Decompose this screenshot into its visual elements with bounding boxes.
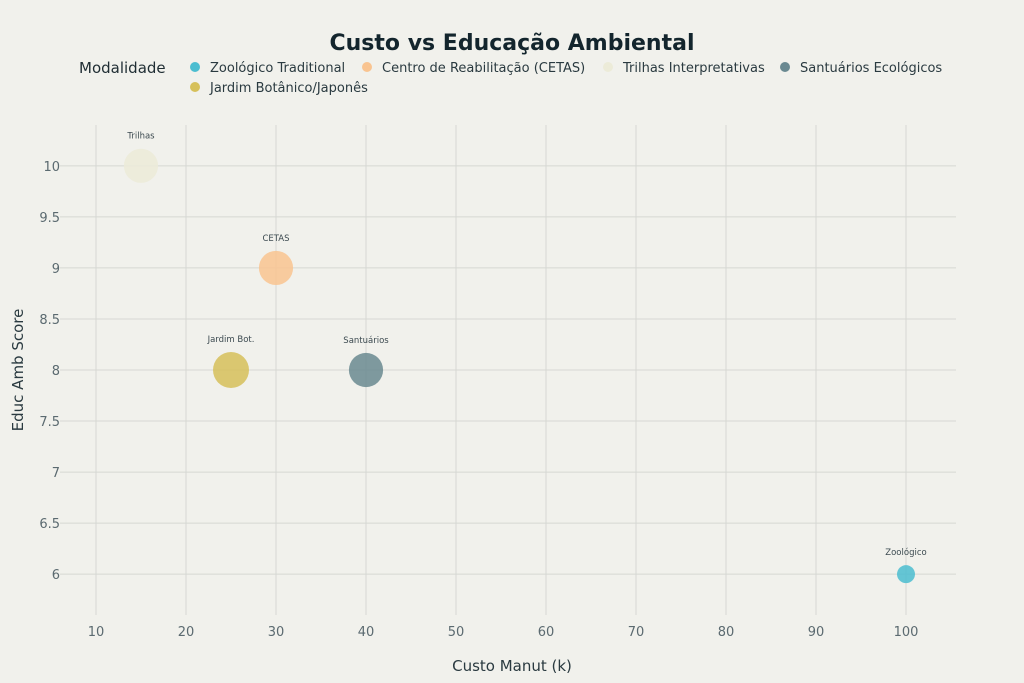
- legend-marker: [190, 62, 200, 72]
- data-points: Trilhas CETAS Jardim Bot. Santuários Zoológi…: [123, 132, 927, 584]
- legend-entry: Centro de Reabilitação (CETAS): [382, 61, 585, 76]
- data-point: [258, 250, 294, 286]
- legend-entry: Santuários Ecológicos: [800, 61, 942, 76]
- legend-marker: [603, 62, 613, 72]
- x-tick-label: 30: [268, 625, 285, 640]
- data-point: [897, 565, 915, 584]
- chart-title: Custo vs Educação Ambiental: [330, 31, 695, 56]
- x-axis-label: Custo Manut (k): [452, 657, 572, 675]
- y-tick-label: 9.5: [39, 211, 60, 226]
- legend-entry: Trilhas Interpretativas: [622, 61, 765, 76]
- legend-entry: Zoológico Traditional: [210, 61, 345, 76]
- grid: [60, 125, 956, 615]
- data-label: Trilhas: [126, 132, 155, 142]
- x-tick-label: 100: [894, 625, 919, 640]
- x-axis-ticks: 10 20 30 40 50 60 70 80 90 100: [88, 625, 919, 640]
- legend-title: Modalidade: [79, 59, 166, 77]
- y-axis-ticks: 6 6.5 7 7.5 8 8.5 9 9.5 10: [39, 160, 60, 583]
- x-tick-label: 60: [538, 625, 555, 640]
- x-tick-label: 80: [718, 625, 735, 640]
- data-point: [213, 352, 249, 388]
- data-label: Zoológico: [885, 547, 926, 558]
- legend-entry: Jardim Botânico/Japonês: [209, 81, 368, 96]
- x-tick-label: 50: [448, 625, 465, 640]
- y-axis-label: Educ Amb Score: [9, 309, 27, 432]
- data-label: Jardim Bot.: [207, 335, 255, 345]
- data-label: CETAS: [262, 234, 289, 244]
- y-tick-label: 10: [43, 160, 60, 175]
- legend-marker: [190, 82, 200, 92]
- data-label: Santuários: [343, 336, 389, 346]
- y-tick-label: 8: [52, 364, 60, 379]
- x-tick-label: 70: [628, 625, 645, 640]
- x-tick-label: 10: [88, 625, 105, 640]
- x-tick-label: 90: [808, 625, 825, 640]
- y-tick-label: 9: [52, 262, 60, 277]
- y-tick-label: 8.5: [39, 313, 60, 328]
- legend: Modalidade Zoológico Traditional Centro de…: [79, 59, 942, 96]
- y-tick-label: 6: [52, 568, 60, 583]
- legend-marker: [362, 62, 372, 72]
- y-tick-label: 6.5: [39, 517, 60, 532]
- x-tick-label: 40: [358, 625, 375, 640]
- data-point: [123, 148, 159, 183]
- x-tick-label: 20: [178, 625, 195, 640]
- y-tick-label: 7.5: [39, 415, 60, 430]
- data-point: [348, 352, 384, 388]
- legend-marker: [780, 62, 790, 72]
- y-tick-label: 7: [52, 466, 60, 481]
